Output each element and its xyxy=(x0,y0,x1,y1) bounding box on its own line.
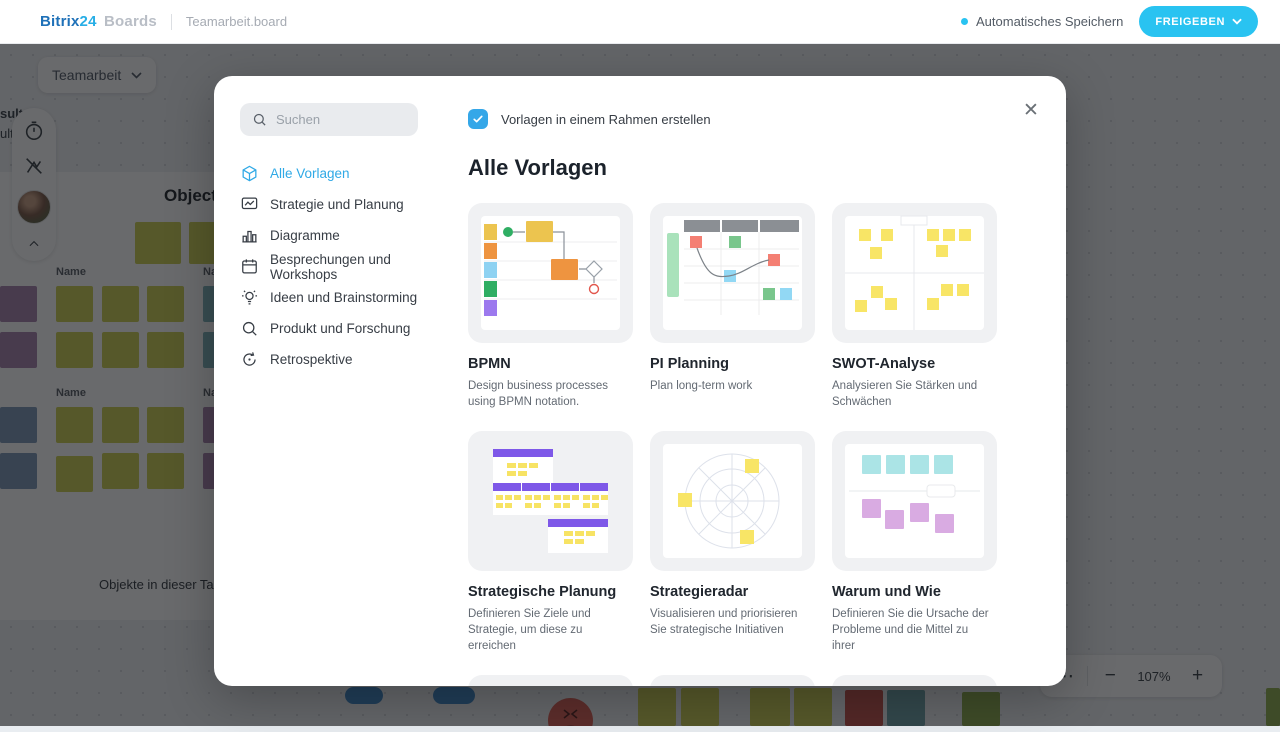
modal-content: Vorlagen in einem Rahmen erstellen Alle … xyxy=(468,76,1008,686)
pi-planning-thumbnail xyxy=(650,203,815,343)
template-card-partial-1[interactable] xyxy=(468,675,633,686)
product-name: Boards xyxy=(104,13,157,30)
template-card-partial-3[interactable] xyxy=(832,675,997,686)
strategieradar-thumbnail xyxy=(650,431,815,572)
bitrix24-logo: Bitrix24 Boards xyxy=(40,13,157,30)
template-description: Design business processes using BPMN not… xyxy=(468,380,608,409)
swot-thumbnail xyxy=(832,203,997,343)
share-button-label: FREIGEBEN xyxy=(1155,15,1225,28)
canvas-thumbnail xyxy=(650,675,815,686)
autosave-label: Automatisches Speichern xyxy=(976,14,1124,29)
frame-option-row: Vorlagen in einem Rahmen erstellen xyxy=(468,109,1008,129)
warum-und-wie-thumbnail xyxy=(832,431,997,572)
document-title[interactable]: Teamarbeit.board xyxy=(185,14,288,29)
share-button[interactable]: FREIGEBEN xyxy=(1139,6,1258,37)
sidebar-item-diagramme[interactable]: Diagramme xyxy=(240,220,432,251)
close-icon[interactable]: ✕ xyxy=(1018,98,1044,124)
autosave-status: Automatisches Speichern xyxy=(961,14,1123,29)
template-card-swot[interactable]: SWOT-Analyse Analysieren Sie Stärken und… xyxy=(832,203,997,410)
template-description: Definieren Sie die Ursache der Probleme … xyxy=(832,608,989,653)
template-title: Warum und Wie xyxy=(832,584,941,601)
template-grid: BPMN Design business processes using BPM… xyxy=(468,203,998,686)
brand-text: Bitrix xyxy=(40,13,80,30)
divider xyxy=(170,13,172,30)
frame-checkbox-label: Vorlagen in einem Rahmen erstellen xyxy=(501,111,711,127)
cube-icon xyxy=(240,164,259,183)
chevron-down-icon xyxy=(1232,18,1242,25)
table-thumbnail xyxy=(832,675,997,686)
template-card-pi-planning[interactable]: PI Planning Plan long-term work xyxy=(650,203,815,410)
template-title: Strategieradar xyxy=(650,584,749,601)
template-title: BPMN xyxy=(468,356,511,372)
search-box[interactable] xyxy=(240,103,418,136)
search-icon xyxy=(240,319,259,338)
cycle-arrow-icon xyxy=(240,350,259,369)
search-input[interactable] xyxy=(276,112,406,127)
frame-checkbox[interactable] xyxy=(468,109,488,129)
bar-chart-icon xyxy=(240,226,259,245)
template-card-warum-und-wie[interactable]: Warum und Wie Definieren Sie die Ursache… xyxy=(832,431,997,654)
template-card-bpmn[interactable]: BPMN Design business processes using BPM… xyxy=(468,203,633,410)
pros-cons-thumbnail xyxy=(468,675,633,686)
template-description: Analysieren Sie Stärken und Schwächen xyxy=(832,380,978,409)
template-title: Strategische Planung xyxy=(468,584,617,601)
bottom-strip xyxy=(0,726,1280,732)
template-description: Definieren Sie Ziele und Strategie, um d… xyxy=(468,608,591,653)
sidebar-item-strategie-und-planung[interactable]: Strategie und Planung xyxy=(240,189,432,220)
template-card-strategieradar[interactable]: Strategieradar Visualisieren und prioris… xyxy=(650,431,815,654)
templates-modal: ✕ Alle Vorlagen Strategie und Planung Di… xyxy=(214,76,1066,686)
template-card-partial-2[interactable] xyxy=(650,675,815,686)
template-title: PI Planning xyxy=(650,356,729,372)
brand-text: 24 xyxy=(79,13,97,30)
sidebar-item-retrospektive[interactable]: Retrospektive xyxy=(240,344,432,375)
sidebar-item-produkt-und-forschung[interactable]: Produkt und Forschung xyxy=(240,313,432,344)
check-icon xyxy=(473,115,483,123)
top-bar: Bitrix24 Boards Teamarbeit.board Automat… xyxy=(0,0,1280,44)
template-categories: Alle Vorlagen Strategie und Planung Diag… xyxy=(240,158,432,375)
bpmn-thumbnail xyxy=(468,203,633,343)
page-title: Alle Vorlagen xyxy=(468,155,607,180)
sidebar-item-ideen-und-brainstorming[interactable]: Ideen und Brainstorming xyxy=(240,282,432,313)
template-description: Visualisieren und priorisieren Sie strat… xyxy=(650,608,798,637)
search-icon xyxy=(253,113,266,126)
sidebar-item-besprechungen-und-workshops[interactable]: Besprechungen und Workshops xyxy=(240,251,432,282)
template-title: SWOT-Analyse xyxy=(832,356,936,372)
calendar-icon xyxy=(240,257,259,276)
presentation-chart-icon xyxy=(240,195,259,214)
lightbulb-icon xyxy=(240,288,259,307)
strategische-planung-thumbnail xyxy=(468,431,633,572)
template-card-strategische-planung[interactable]: Strategische Planung Definieren Sie Ziel… xyxy=(468,431,633,654)
modal-sidebar: Alle Vorlagen Strategie und Planung Diag… xyxy=(240,103,432,375)
autosave-dot-icon xyxy=(961,18,968,25)
sidebar-item-alle-vorlagen[interactable]: Alle Vorlagen xyxy=(240,158,432,189)
template-description: Plan long-term work xyxy=(650,380,753,392)
